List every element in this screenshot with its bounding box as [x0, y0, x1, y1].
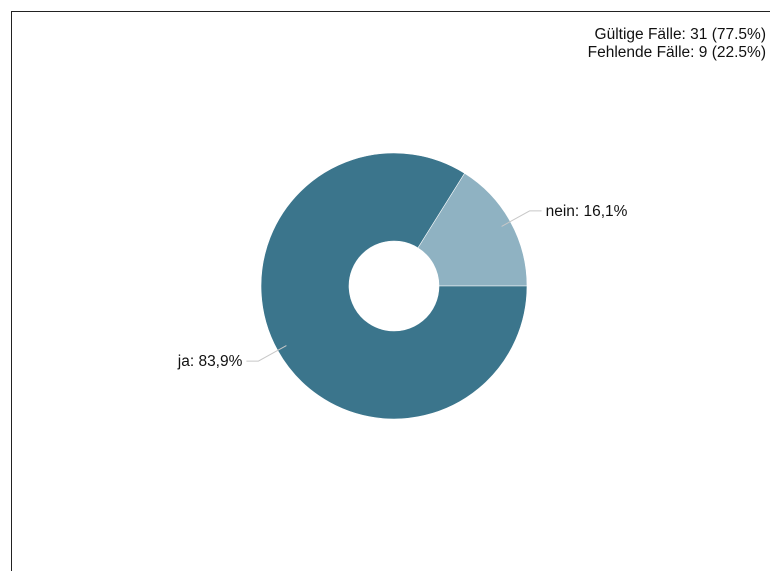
slice-nein [417, 172, 528, 287]
donut-chart: nein: 16,1% ja: 83,9% [177, 152, 628, 420]
valid-cases-text: Gültige Fälle: 31 (77.5%) [594, 26, 766, 43]
slice-ja [260, 152, 528, 420]
leader-line-nein [501, 210, 542, 227]
slice-label-ja: ja: 83,9% [177, 353, 243, 370]
leader-lines [246, 210, 542, 362]
chart-frame [11, 11, 770, 571]
donut-slices [260, 152, 528, 420]
slice-label-nein: nein: 16,1% [546, 203, 628, 220]
slice-labels: nein: 16,1% ja: 83,9% [177, 203, 628, 370]
missing-cases-text: Fehlende Fälle: 9 (22.5%) [587, 44, 766, 61]
case-summary: Gültige Fälle: 31 (77.5%) Fehlende Fälle… [588, 26, 766, 62]
leader-line-ja [246, 345, 287, 362]
